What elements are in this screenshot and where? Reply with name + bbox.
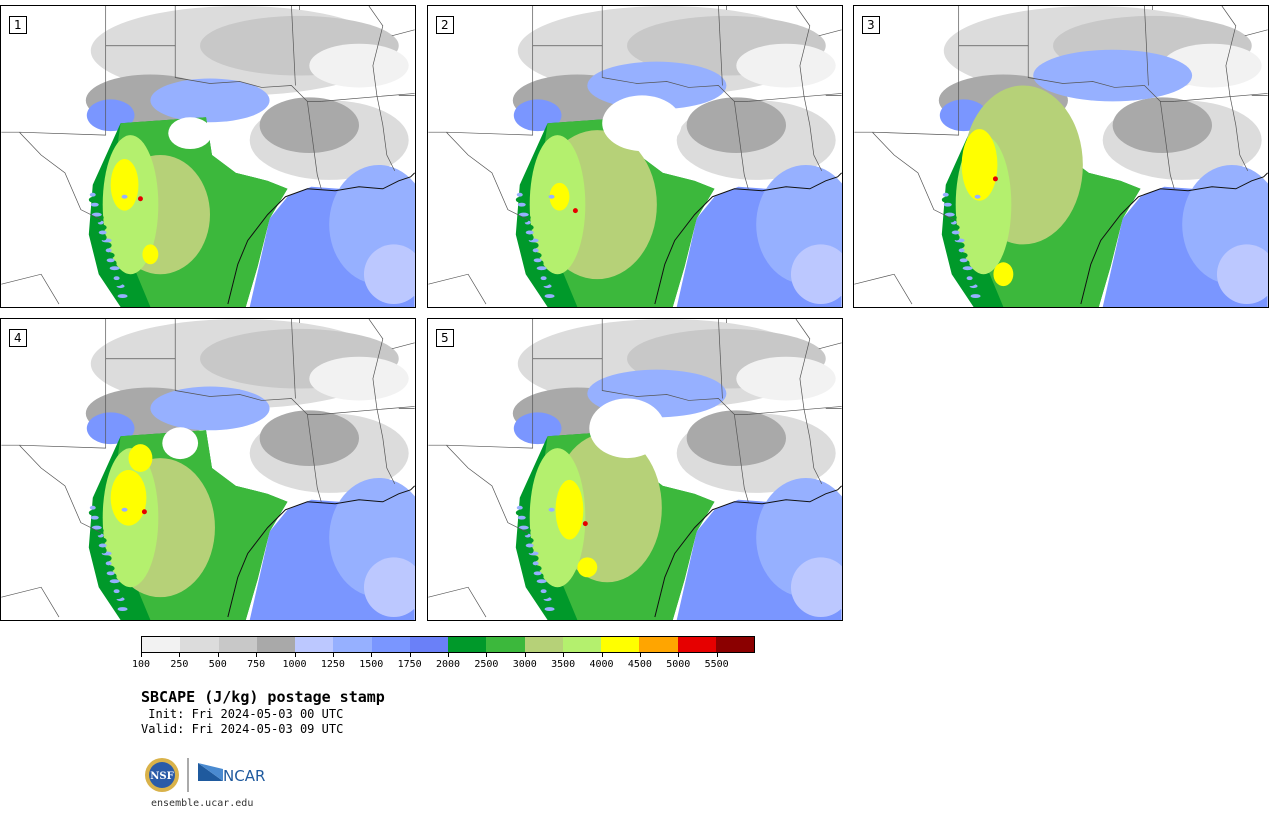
colorbar-swatch — [371, 637, 410, 652]
colorbar-swatch — [715, 637, 754, 652]
panel-label-5: 5 — [436, 329, 454, 347]
map-panel-2: 2 — [427, 5, 843, 308]
colorbar-tick — [448, 653, 449, 657]
colorbar-tick — [678, 653, 680, 657]
panel-label-3: 3 — [862, 16, 880, 34]
colorbar — [141, 636, 755, 653]
colorbar-swatch — [601, 637, 640, 652]
colorbar-tick-label: 250 — [170, 659, 189, 670]
colorbar-tick — [639, 653, 641, 657]
colorbar-tick — [409, 653, 411, 657]
map-panel-5: 5 — [427, 318, 843, 621]
panel-label-1: 1 — [9, 16, 27, 34]
logos: NSF NCAR — [143, 755, 283, 795]
sbcape-map-1 — [1, 6, 415, 307]
sbcape-map-4 — [1, 319, 415, 620]
colorbar-swatch — [218, 637, 257, 652]
nsf-logo: NSF — [145, 758, 179, 792]
colorbar-tick-label: 1750 — [397, 659, 422, 670]
nsf-logo-text: NSF — [150, 771, 173, 782]
sbcape-map-5 — [428, 319, 842, 620]
colorbar-tick-label: 4000 — [589, 659, 614, 670]
colorbar-swatch — [256, 637, 295, 652]
colorbar-tick-label: 750 — [247, 659, 266, 670]
colorbar-tick-label: 5500 — [704, 659, 729, 670]
colorbar-tick-label: 5000 — [666, 659, 691, 670]
colorbar-swatch — [180, 637, 219, 652]
colorbar-swatch — [639, 637, 678, 652]
colorbar-tick-label: 500 — [208, 659, 227, 670]
colorbar-swatch — [409, 637, 448, 652]
colorbar-tick — [524, 653, 526, 657]
colorbar-tick — [716, 653, 718, 657]
colorbar-tick-label: 2500 — [474, 659, 499, 670]
panel-label-2: 2 — [436, 16, 454, 34]
colorbar-tick-label: 2000 — [435, 659, 461, 670]
panel-label-4: 4 — [9, 329, 27, 347]
colorbar-swatch — [142, 637, 181, 652]
colorbar-swatch — [562, 637, 601, 652]
page-title: SBCAPE (J/kg) postage stamp — [141, 688, 385, 706]
colorbar-tick — [294, 653, 296, 657]
colorbar-tick — [371, 653, 373, 657]
colorbar-tick-label: 3500 — [551, 659, 576, 670]
colorbar-swatch — [677, 637, 716, 652]
site-url: ensemble.ucar.edu — [151, 798, 254, 809]
colorbar-tick — [332, 653, 334, 657]
colorbar-tick-label: 1000 — [282, 659, 307, 670]
colorbar-tick-label: 4500 — [627, 659, 652, 670]
map-panel-4: 4 — [0, 318, 416, 621]
colorbar-tick-label: 1250 — [320, 659, 345, 670]
map-panel-3: 3 — [853, 5, 1269, 308]
colorbar-tick-label: 3000 — [512, 659, 537, 670]
colorbar-tick-label: 100 — [131, 659, 151, 670]
colorbar-swatch — [524, 637, 563, 652]
colorbar-tick — [563, 653, 565, 657]
map-panel-1: 1 — [0, 5, 416, 308]
colorbar-tick — [486, 653, 488, 657]
valid-time: Valid: Fri 2024-05-03 09 UTC — [141, 722, 344, 736]
init-time: Init: Fri 2024-05-03 00 UTC — [141, 707, 344, 721]
colorbar-swatch — [333, 637, 372, 652]
colorbar-tick — [141, 653, 142, 657]
ncar-logo: NCAR — [198, 763, 265, 785]
colorbar-tick — [601, 653, 603, 657]
colorbar-swatch — [448, 637, 487, 652]
ncar-logo-text: NCAR — [223, 767, 265, 785]
colorbar-swatch — [295, 637, 334, 652]
colorbar-tick — [256, 653, 258, 657]
colorbar-tick-label: 1500 — [359, 659, 384, 670]
sbcape-map-2 — [428, 6, 842, 307]
sbcape-map-3 — [854, 6, 1268, 307]
colorbar-tick — [179, 653, 181, 657]
colorbar-tick — [217, 653, 219, 657]
colorbar-swatch — [486, 637, 525, 652]
